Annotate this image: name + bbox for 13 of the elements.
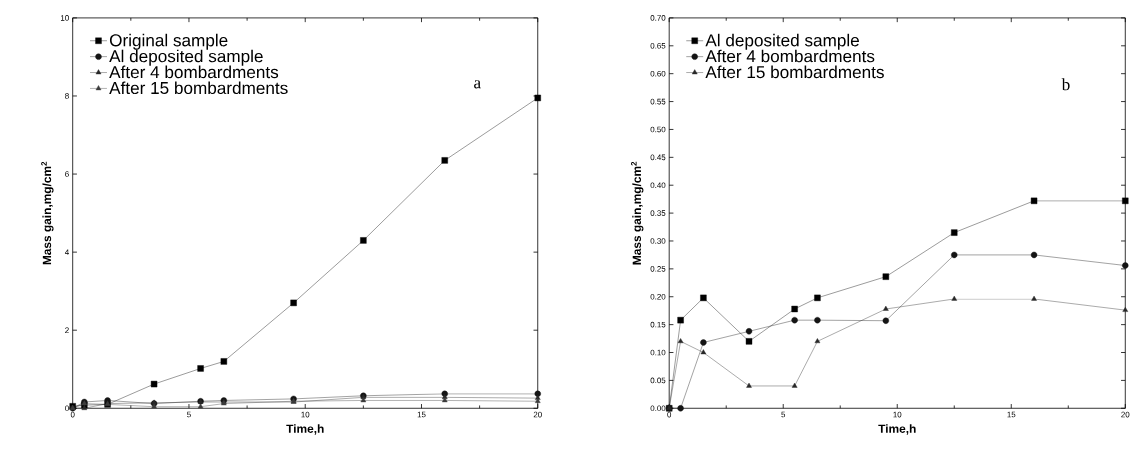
y-axis-title: Mass gain,mg/cm$^{2}$ [41,161,54,265]
legend-label: After 4 bombardments [705,49,875,63]
legend-label: Al deposited sample [705,33,859,50]
x-axis-title: Time,h [878,424,916,435]
legend-label: Al deposited sample [109,49,263,66]
annotation: a [474,80,481,89]
legend-label: Original sample [109,33,228,50]
annotation: b [1061,78,1070,91]
legend-label: After 15 bombardments [705,65,884,79]
y-axis-title: Mass gain,mg/cm$^{2}$ [631,161,644,265]
legend-label: After 15 bombardments [109,81,288,95]
x-axis-title: Time,h [286,424,324,435]
legend-label: After 4 bombardments [109,65,279,79]
